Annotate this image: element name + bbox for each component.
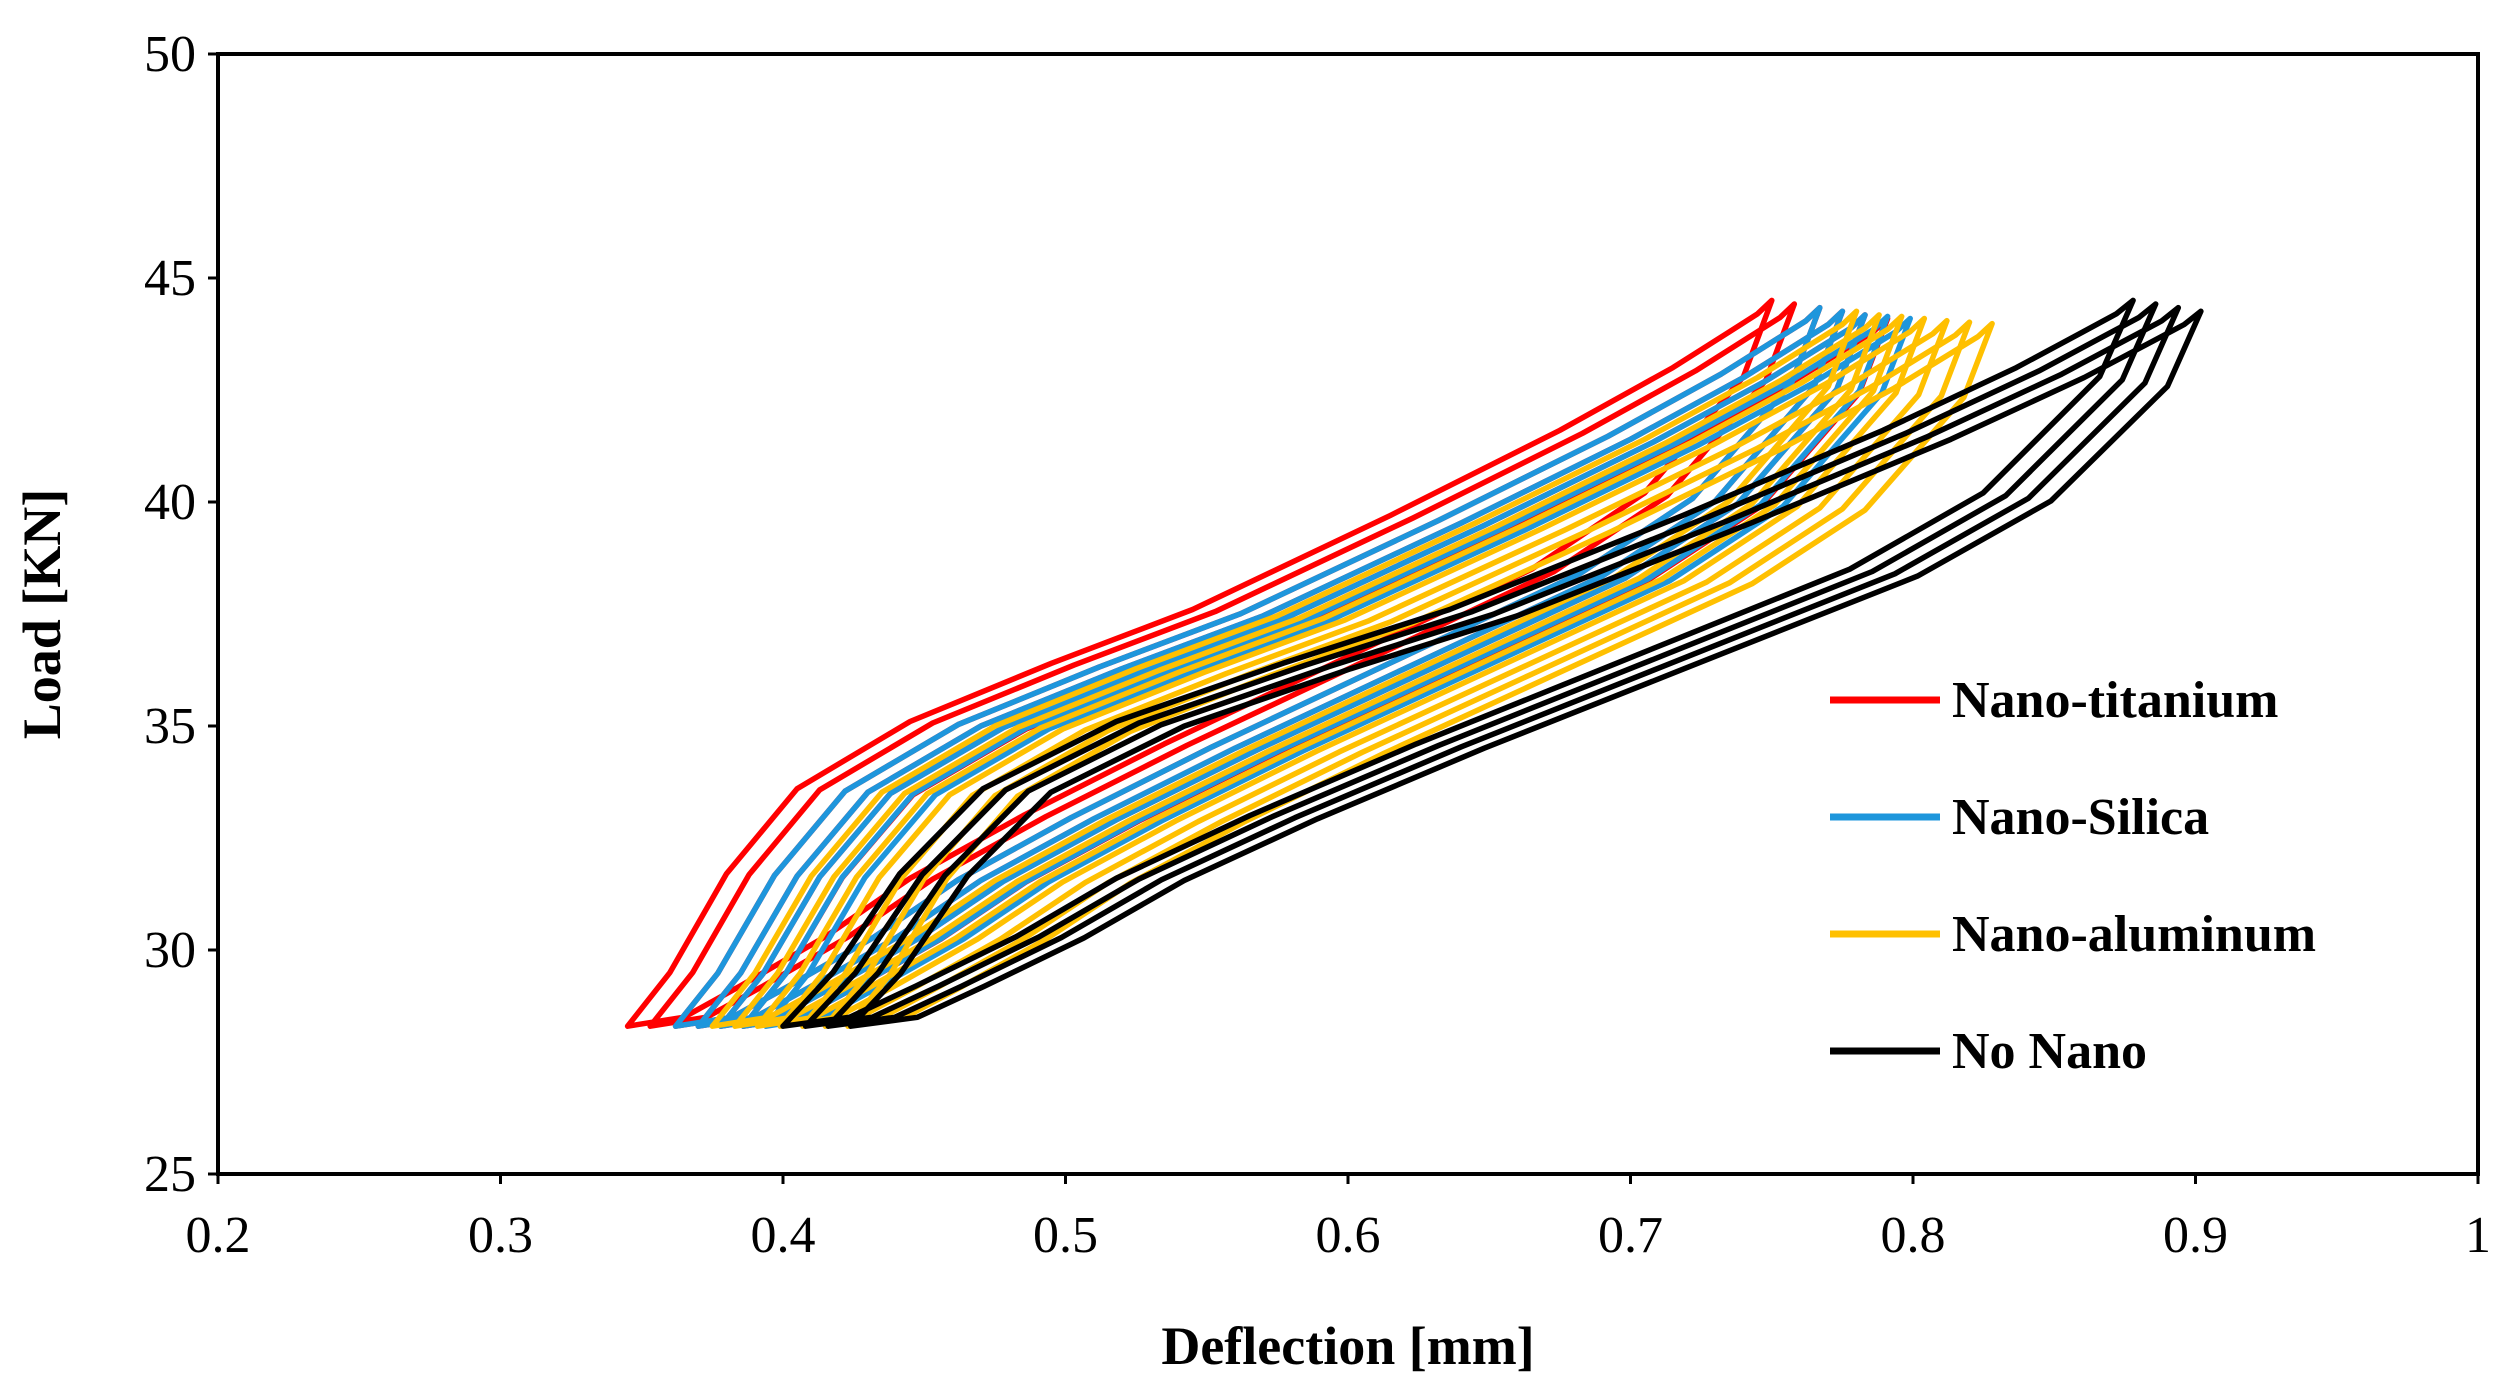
series-no-nano xyxy=(780,297,2204,1029)
series-layer xyxy=(624,297,2204,1029)
series-cycle-line xyxy=(709,308,1860,1029)
series-cycle-line xyxy=(732,312,1882,1029)
series-cycle-line xyxy=(777,315,1928,1029)
series-cycle-line xyxy=(825,304,2182,1029)
x-tick-label: 0.2 xyxy=(186,1207,251,1264)
x-tick-label: 1 xyxy=(2465,1207,2491,1264)
y-axis-title: Load [KN] xyxy=(12,489,72,740)
y-tick-label: 25 xyxy=(144,1146,196,1203)
x-tick-label: 0.4 xyxy=(751,1207,816,1264)
series-cycle-line xyxy=(672,304,1823,1029)
legend-label: Nano-titanium xyxy=(1952,672,2278,729)
x-axis-title: Deflection [mm] xyxy=(1161,1316,1534,1376)
series-nano-silica xyxy=(672,304,1913,1029)
y-tick-label: 35 xyxy=(144,698,196,755)
series-cycle-line xyxy=(754,313,1905,1029)
series-cycle-line xyxy=(848,308,2204,1029)
y-tick-label: 45 xyxy=(144,250,196,307)
x-tick-label: 0.5 xyxy=(1033,1207,1098,1264)
y-tick-label: 50 xyxy=(144,26,196,83)
series-cycle-line xyxy=(763,315,1913,1029)
legend-label: Nano-Silica xyxy=(1952,789,2209,846)
legend: Nano-titanium Nano-Silica Nano-aluminum No … xyxy=(1830,672,2316,1080)
legend-label: No Nano xyxy=(1952,1023,2147,1080)
x-tick-label: 0.8 xyxy=(1881,1207,1946,1264)
x-axis: 0.2 0.3 0.4 0.5 0.6 0.7 0.8 0.9 1 xyxy=(186,1174,2491,1264)
series-cycle-line xyxy=(740,313,1891,1029)
x-tick-label: 0.7 xyxy=(1598,1207,1663,1264)
y-tick-label: 30 xyxy=(144,922,196,979)
x-tick-label: 0.9 xyxy=(2163,1207,2228,1264)
series-cycle-line xyxy=(695,308,1846,1029)
series-cycle-line xyxy=(780,297,2136,1029)
series-cycle-line xyxy=(800,317,1950,1029)
x-tick-label: 0.6 xyxy=(1316,1207,1381,1264)
y-tick-label: 40 xyxy=(144,474,196,531)
y-axis: 25 30 35 40 45 50 xyxy=(144,26,218,1203)
legend-label: Nano-aluminum xyxy=(1952,906,2316,963)
x-tick-label: 0.3 xyxy=(468,1207,533,1264)
series-cycle-line xyxy=(718,312,1868,1029)
series-cycle-line xyxy=(802,301,2159,1029)
